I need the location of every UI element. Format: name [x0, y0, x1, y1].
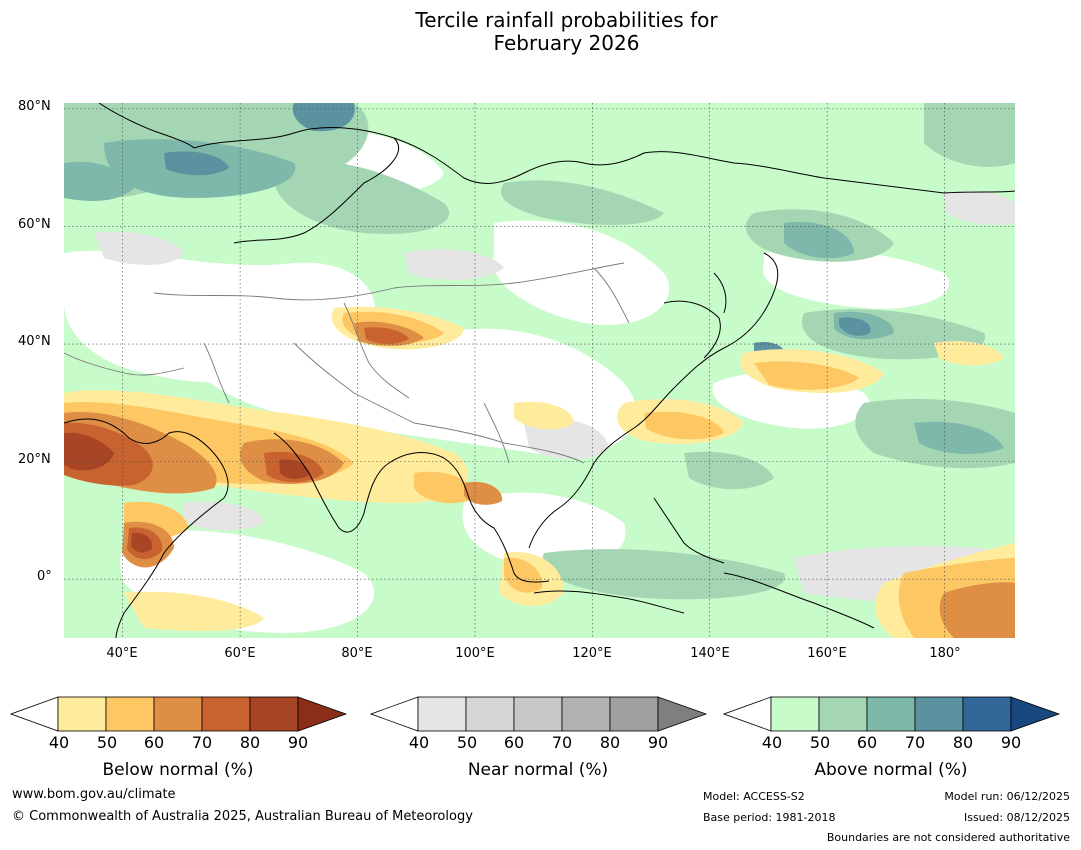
boundaries-note: Boundaries are not considered authoritat… — [826, 831, 1070, 844]
website-link[interactable]: www.bom.gov.au/climate — [12, 787, 176, 802]
near-tick-80: 80 — [599, 733, 621, 752]
issued-date: Issued: 08/12/2025 — [963, 811, 1070, 824]
country-boundaries — [64, 262, 630, 464]
below-normal-color-cell — [57, 696, 107, 732]
near-normal-upper-triangle — [657, 696, 708, 732]
near-normal-color-cell — [513, 696, 563, 732]
above-tick-60: 60 — [856, 733, 878, 752]
graticule — [64, 103, 1015, 638]
near-normal-colorbar-svg — [370, 696, 708, 732]
lon-label-180: 180° — [929, 646, 961, 661]
below-tick-90: 90 — [287, 733, 309, 752]
lon-label-160e: 160°E — [807, 646, 847, 661]
below-tick-70: 70 — [191, 733, 213, 752]
above-normal-color-cell — [866, 696, 916, 732]
near-tick-90: 90 — [647, 733, 669, 752]
near-normal-color-cell — [465, 696, 515, 732]
lon-label-40e: 40°E — [106, 646, 138, 661]
lat-label-20n: 20°N — [18, 452, 51, 467]
above-normal-color-cell — [962, 696, 1012, 732]
model-name: Model: ACCESS-S2 — [703, 790, 805, 803]
near-tick-50: 50 — [456, 733, 478, 752]
near-tick-40: 40 — [408, 733, 430, 752]
below-tick-40: 40 — [48, 733, 70, 752]
near-normal-colorbar — [370, 696, 710, 732]
above-normal-colorbar — [723, 696, 1063, 732]
rainfall-probability-map — [63, 102, 1016, 639]
near-tick-60: 60 — [503, 733, 525, 752]
near-normal-label: Near normal (%) — [467, 760, 609, 780]
map-canvas — [64, 103, 1015, 638]
model-run-date: Model run: 06/12/2025 — [944, 790, 1070, 803]
below-normal-color-cell — [201, 696, 251, 732]
title-line-1: Tercile rainfall probabilities for — [415, 8, 718, 32]
near-tick-70: 70 — [551, 733, 573, 752]
above-normal-upper-triangle — [1010, 696, 1061, 732]
above-tick-90: 90 — [1000, 733, 1022, 752]
above-normal-color-cell — [770, 696, 820, 732]
base-period: Base period: 1981-2018 — [703, 811, 836, 824]
below-normal-color-cell — [105, 696, 155, 732]
map-title: Tercile rainfall probabilities for Febru… — [0, 9, 1081, 55]
lon-label-100e: 100°E — [455, 646, 495, 661]
near-normal-color-cell — [417, 696, 467, 732]
below-normal-lower-triangle — [10, 696, 59, 732]
above-normal-lower-triangle — [723, 696, 772, 732]
below-normal-upper-triangle — [297, 696, 348, 732]
below-tick-80: 80 — [239, 733, 261, 752]
above-normal-color-cell — [914, 696, 964, 732]
lat-label-0: 0° — [37, 569, 52, 584]
lon-label-60e: 60°E — [224, 646, 256, 661]
below-normal-label: Below normal (%) — [102, 760, 254, 780]
above-normal-label: Above normal (%) — [814, 760, 968, 780]
near-normal-lower-triangle — [370, 696, 419, 732]
lon-label-140e: 140°E — [690, 646, 730, 661]
copyright-text: © Commonwealth of Australia 2025, Austra… — [12, 809, 473, 824]
lat-label-40n: 40°N — [18, 334, 51, 349]
lon-label-120e: 120°E — [572, 646, 612, 661]
below-normal-color-cell — [249, 696, 299, 732]
below-tick-60: 60 — [143, 733, 165, 752]
coastlines — [64, 103, 1015, 638]
below-tick-50: 50 — [96, 733, 118, 752]
lon-label-80e: 80°E — [341, 646, 373, 661]
near-normal-color-cell — [609, 696, 659, 732]
above-tick-40: 40 — [761, 733, 783, 752]
below-normal-colorbar-svg — [10, 696, 348, 732]
below-normal-colorbar — [10, 696, 350, 732]
below-normal-80-regions — [64, 432, 309, 553]
above-normal-color-cell — [818, 696, 868, 732]
near-normal-color-cell — [561, 696, 611, 732]
below-normal-color-cell — [153, 696, 203, 732]
above-tick-80: 80 — [952, 733, 974, 752]
above-tick-50: 50 — [809, 733, 831, 752]
above-normal-colorbar-svg — [723, 696, 1061, 732]
above-tick-70: 70 — [904, 733, 926, 752]
lat-label-60n: 60°N — [18, 217, 51, 232]
lat-label-80n: 80°N — [18, 99, 51, 114]
title-line-2: February 2026 — [493, 31, 640, 55]
